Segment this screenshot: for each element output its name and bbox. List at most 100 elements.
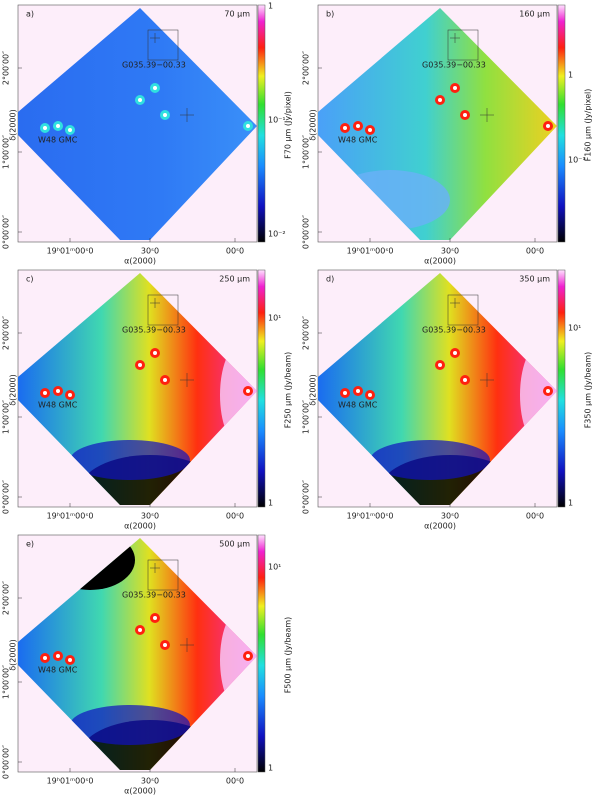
source-core <box>43 656 47 660</box>
source-core <box>163 378 167 382</box>
annotation: W48 GMC <box>38 666 78 675</box>
colorbar-tick-label: 1 <box>268 499 273 508</box>
wavelength: 350 μm <box>519 275 550 284</box>
y-tick-label: 2°00′00″ <box>2 316 11 350</box>
panel: e) 500 μm G035.39−00.33 W48 GMC 2°00′00″ 1°00… <box>2 534 293 796</box>
region-box <box>447 29 479 61</box>
x-tick-label: 00ˢ0 <box>226 512 244 521</box>
cold-region <box>70 705 190 745</box>
colorbar-tick-label: 1 <box>268 2 273 11</box>
region-box <box>447 294 479 326</box>
source-core <box>438 363 442 367</box>
crosshair <box>150 298 194 387</box>
source-core <box>453 351 457 355</box>
y-tick-label: 1°00′00″ <box>2 400 11 434</box>
x-tick-label: 00ˢ0 <box>526 512 544 521</box>
source-core <box>546 124 550 128</box>
y-axis-label: δ(2000) <box>309 109 318 141</box>
colorbar-tick-label: 10¹ <box>268 314 281 323</box>
y-tick-label: 2°00′00″ <box>302 316 311 350</box>
x-tick-label: 19ʰ01ᵐ00ˢ0 <box>347 512 394 521</box>
source-core <box>368 128 372 132</box>
source-core <box>546 389 550 393</box>
crosshair <box>450 33 494 122</box>
wavelength: 250 μm <box>219 275 250 284</box>
y-axis-label: δ(2000) <box>9 109 18 141</box>
x-tick-label: 19ʰ01ᵐ00ˢ0 <box>47 777 94 786</box>
x-tick-label: 00ˢ0 <box>226 247 244 256</box>
source-core <box>68 128 72 132</box>
source-core <box>438 98 442 102</box>
crosshair <box>450 298 494 387</box>
y-tick-label: 0°00′00″ <box>302 215 311 249</box>
x-tick-label: 00ˢ0 <box>226 777 244 786</box>
panel: b) 160 μm G035.39−00.33 W48 GMC 2°00′00″ 1°00… <box>302 4 593 266</box>
colorbar-tick-label: 10⁻¹ <box>568 156 586 165</box>
y-tick-label: 1°00′00″ <box>302 400 311 434</box>
annotation: G035.39−00.33 <box>422 61 486 70</box>
panel-label: a) <box>26 10 34 19</box>
y-tick-label: 1°00′00″ <box>2 135 11 169</box>
region-box <box>147 294 179 326</box>
panel: a) 70 μm G035.39−00.33 W48 GMC 2°00′00″ 1°00′… <box>2 2 293 266</box>
source-core <box>153 86 157 90</box>
source-core <box>163 113 167 117</box>
source-core <box>463 378 467 382</box>
colorbar <box>257 534 266 773</box>
colorbar-label: F350 μm (Jy/beam) <box>584 352 593 429</box>
cold-region <box>70 440 190 480</box>
colorbar-tick-label: 1 <box>568 71 573 80</box>
colorbar <box>257 4 266 243</box>
source-core <box>356 389 360 393</box>
panel: c) 250 μm G035.39−00.33 W48 GMC 2°00′00″ 1°00… <box>2 269 293 531</box>
source-core <box>138 363 142 367</box>
source-core <box>368 393 372 397</box>
source-core <box>138 98 142 102</box>
colorbar-tick-label: 10⁻¹ <box>268 116 286 125</box>
colorbar-label: F250 μm (Jy/beam) <box>284 352 293 429</box>
source-core <box>343 126 347 130</box>
y-tick-label: 2°00′00″ <box>2 51 11 85</box>
annotation: G035.39−00.33 <box>122 61 186 70</box>
annotation: G035.39−00.33 <box>422 326 486 335</box>
annotation: G035.39−00.33 <box>122 591 186 600</box>
colorbar <box>557 269 566 508</box>
source-core <box>453 86 457 90</box>
colorbar-tick-label: 1 <box>568 499 573 508</box>
x-tick-label: 30ˢ0 <box>441 247 459 256</box>
x-tick-label: 19ʰ01ᵐ00ˢ0 <box>347 247 394 256</box>
x-axis-label: α(2000) <box>424 257 456 266</box>
x-tick-label: 00ˢ0 <box>526 247 544 256</box>
source-core <box>356 124 360 128</box>
annotation: W48 GMC <box>338 136 378 145</box>
source-core <box>43 126 47 130</box>
source-core <box>343 391 347 395</box>
y-tick-label: 2°00′00″ <box>302 51 311 85</box>
source-core <box>246 654 250 658</box>
source-core <box>246 389 250 393</box>
crosshair <box>150 33 194 122</box>
y-tick-label: 1°00′00″ <box>302 135 311 169</box>
source-core <box>56 389 60 393</box>
panel-label: e) <box>26 540 34 549</box>
colorbar-label: F500 μm (Jy/beam) <box>284 617 293 694</box>
x-tick-label: 30ˢ0 <box>141 247 159 256</box>
source-core <box>56 654 60 658</box>
source-core <box>153 351 157 355</box>
y-tick-label: 1°00′00″ <box>2 665 11 699</box>
colorbar <box>257 269 266 508</box>
panel: d) 350 μm G035.39−00.33 W48 GMC 2°00′00″ 1°00… <box>302 269 593 531</box>
region-box <box>147 29 179 61</box>
panel-label: c) <box>26 275 34 284</box>
colorbar-tick-label: 10¹ <box>268 563 281 572</box>
y-tick-label: 0°00′00″ <box>2 480 11 514</box>
wavelength: 160 μm <box>519 10 550 19</box>
annotation: G035.39−00.33 <box>122 326 186 335</box>
y-axis-label: δ(2000) <box>309 374 318 406</box>
x-tick-label: 30ˢ0 <box>441 512 459 521</box>
wavelength: 70 μm <box>224 10 250 19</box>
y-axis-label: δ(2000) <box>9 374 18 406</box>
x-tick-label: 19ʰ01ᵐ00ˢ0 <box>47 247 94 256</box>
panel-label: b) <box>326 10 334 19</box>
colorbar-label: F160 μm (Jy/pixel) <box>584 89 593 162</box>
